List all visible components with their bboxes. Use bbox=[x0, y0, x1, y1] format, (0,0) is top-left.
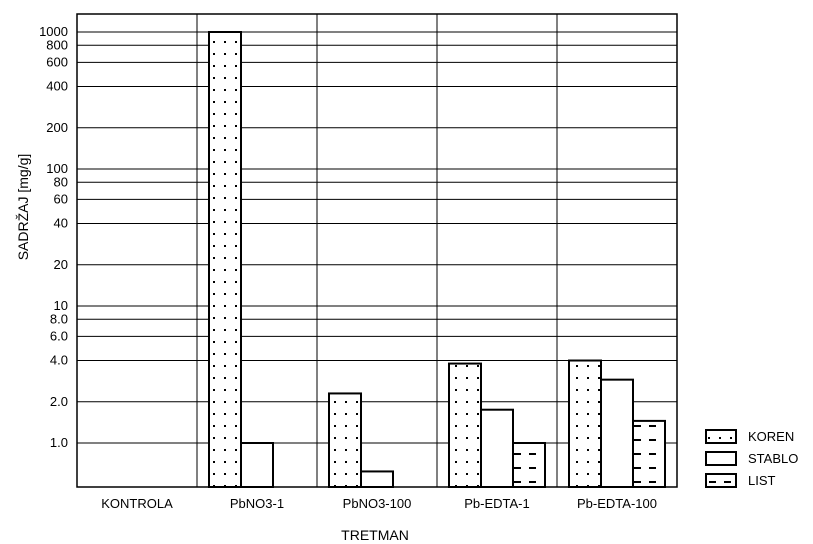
y-axis-title: SADRŽAJ [mg/g] bbox=[15, 154, 31, 261]
y-tick-label: 60 bbox=[54, 191, 68, 206]
y-tick-label: 4.0 bbox=[50, 353, 68, 368]
bar-stablo bbox=[360, 470, 394, 489]
x-tick-labels: KONTROLA PbNO3-1 PbNO3-100 Pb-EDTA-1 Pb-EDTA… bbox=[101, 496, 657, 511]
plot-frame bbox=[76, 13, 678, 488]
legend-swatch bbox=[705, 473, 737, 488]
x-axis-title: TRETMAN bbox=[341, 527, 409, 543]
y-tick-label: 6.0 bbox=[50, 328, 68, 343]
y-tick-label: 20 bbox=[54, 257, 68, 272]
y-tick-label: 100 bbox=[46, 161, 68, 176]
y-tick-label: 8.0 bbox=[50, 311, 68, 326]
y-tick-label: 200 bbox=[46, 120, 68, 135]
legend-label: KOREN bbox=[748, 429, 794, 444]
bar-koren bbox=[208, 31, 242, 488]
y-tick-label: 1.0 bbox=[50, 435, 68, 450]
x-tick-label: Pb-EDTA-100 bbox=[577, 496, 657, 511]
gridlines bbox=[77, 31, 677, 444]
y-tick-label: 80 bbox=[54, 174, 68, 189]
y-tick-label: 800 bbox=[46, 37, 68, 52]
category-dividers bbox=[196, 14, 558, 487]
bar-list bbox=[632, 419, 666, 488]
y-tick-label: 600 bbox=[46, 54, 68, 69]
plot-border bbox=[76, 13, 678, 488]
legend-swatch bbox=[705, 451, 737, 466]
y-tick-label: 2.0 bbox=[50, 394, 68, 409]
legend-label: STABLO bbox=[748, 451, 798, 466]
y-tick-label: 1000 bbox=[39, 24, 68, 39]
legend: KOREN STABLO LIST bbox=[705, 429, 798, 488]
bar-stablo bbox=[480, 408, 514, 489]
bar-koren bbox=[448, 362, 482, 488]
bar-koren bbox=[568, 359, 602, 489]
legend-label: LIST bbox=[748, 473, 776, 488]
y-tick-label: 40 bbox=[54, 216, 68, 231]
bars bbox=[208, 31, 666, 489]
y-tick-label: 400 bbox=[46, 79, 68, 94]
bar-stablo bbox=[600, 378, 634, 489]
y-tick-label: 10 bbox=[54, 298, 68, 313]
x-tick-label: KONTROLA bbox=[101, 496, 173, 511]
bar-koren bbox=[328, 392, 362, 489]
x-tick-label: PbNO3-100 bbox=[343, 496, 412, 511]
bar-list bbox=[512, 442, 546, 488]
legend-swatch bbox=[705, 429, 737, 444]
x-tick-label: Pb-EDTA-1 bbox=[464, 496, 530, 511]
bar-stablo bbox=[240, 442, 274, 488]
x-tick-label: PbNO3-1 bbox=[230, 496, 284, 511]
